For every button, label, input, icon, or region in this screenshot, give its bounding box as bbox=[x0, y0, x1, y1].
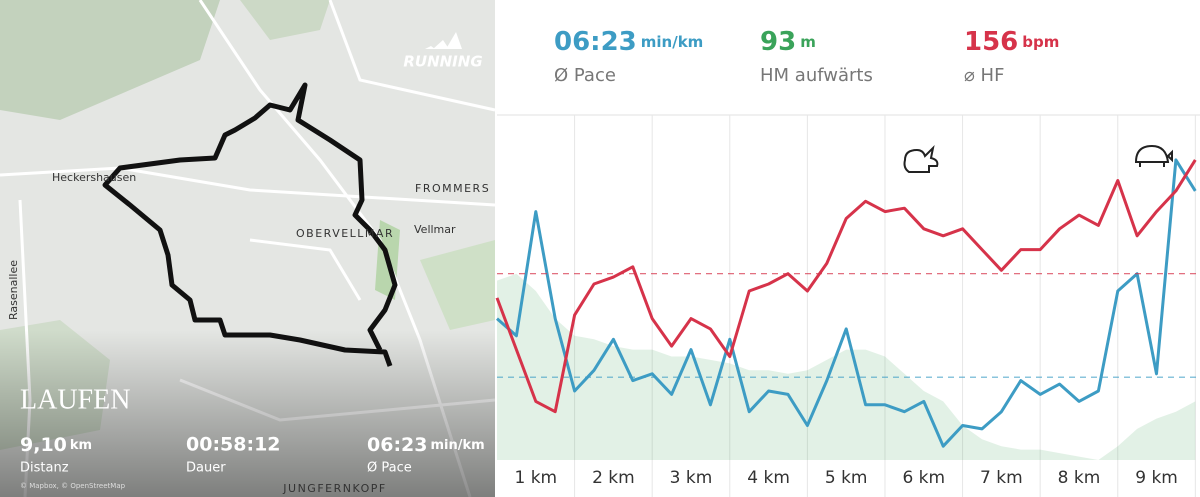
place-label: OBERVELLMAR bbox=[296, 227, 394, 240]
stat-unit: bpm bbox=[1022, 33, 1059, 51]
icon-shape bbox=[903, 144, 939, 173]
x-tick-label: 7 km bbox=[980, 468, 1023, 488]
x-tick-label: 9 km bbox=[1135, 468, 1178, 488]
logo bbox=[425, 32, 462, 49]
rabbit-icon bbox=[903, 144, 939, 173]
stats: 06:23 min/km Ø Pace 93 m HM aufwärts 156 bp… bbox=[497, 27, 1200, 116]
x-tick-label: 8 km bbox=[1058, 468, 1101, 488]
stat-value: 93 bbox=[760, 27, 796, 57]
logo-stripe bbox=[425, 46, 435, 49]
logo-stripe bbox=[433, 40, 449, 49]
route bbox=[102, 82, 398, 367]
x-tick-label: 4 km bbox=[747, 468, 790, 488]
place-label: Vellmar bbox=[414, 223, 456, 236]
road bbox=[0, 166, 496, 207]
activity-title: LAUFEN bbox=[20, 384, 130, 415]
stat-value: 06:23 min/km bbox=[554, 27, 703, 57]
metric-unit: km bbox=[70, 438, 92, 453]
stat-label: Ø Pace bbox=[554, 65, 616, 86]
place-label: Rasenallee bbox=[7, 260, 20, 320]
metric-label: Ø Pace bbox=[367, 461, 412, 476]
brand: RUNNING bbox=[403, 53, 482, 71]
line bbox=[495, 159, 1197, 414]
road bbox=[249, 238, 362, 301]
map-shade bbox=[0, 330, 495, 497]
forest bbox=[240, 0, 330, 40]
metric-label: Dauer bbox=[186, 461, 226, 476]
stat-unit: min/km bbox=[641, 33, 704, 51]
x-tick-label: 2 km bbox=[592, 468, 635, 488]
place-label: Heckershausen bbox=[52, 171, 136, 184]
metric-value: 06:23 min/km bbox=[367, 434, 485, 456]
stat-label: HM aufwärts bbox=[760, 65, 873, 86]
attribution: © Mapbox, © OpenStreetMap bbox=[20, 482, 126, 490]
turtle-icon bbox=[1134, 144, 1173, 167]
stat-value: 06:23 bbox=[554, 27, 637, 57]
metric-value: 00:58:12 bbox=[186, 434, 281, 456]
x-tick-label: 5 km bbox=[825, 468, 868, 488]
stat-value: 93 m bbox=[760, 27, 816, 57]
area bbox=[497, 273, 1196, 460]
place-label: JUNGFERNKOPF bbox=[282, 482, 386, 495]
label-strip bbox=[497, 460, 1200, 497]
metric-value: 9,10 bbox=[20, 434, 67, 456]
place-label: FROMMERS bbox=[415, 182, 490, 195]
stat-value: 156 bbox=[964, 27, 1018, 57]
metric-value: 9,10 km bbox=[20, 434, 92, 456]
line bbox=[496, 158, 1197, 448]
stat-label: ⌀ HF bbox=[964, 65, 1004, 86]
x-tick-label: 3 km bbox=[670, 468, 713, 488]
icon-shape bbox=[1134, 144, 1173, 167]
stat-value: 156 bpm bbox=[964, 27, 1059, 57]
metric-unit: min/km bbox=[430, 438, 484, 453]
x-tick-label: 6 km bbox=[902, 468, 945, 488]
x-tick-label: 1 km bbox=[514, 468, 557, 488]
forest bbox=[0, 0, 220, 120]
logo-stripe bbox=[446, 32, 462, 49]
park bbox=[420, 240, 495, 330]
map: RUNNING Heckershausen FROMMERS OBERVELLM… bbox=[0, 0, 496, 497]
road bbox=[328, 0, 496, 112]
stat-unit: m bbox=[800, 33, 816, 51]
metric-value: 06:23 bbox=[367, 434, 427, 456]
metric-label: Distanz bbox=[20, 461, 69, 476]
chart: 1 km 2 km 3 km 4 km 5 km 6 km 7 km 8 km 9 km bbox=[495, 115, 1200, 497]
